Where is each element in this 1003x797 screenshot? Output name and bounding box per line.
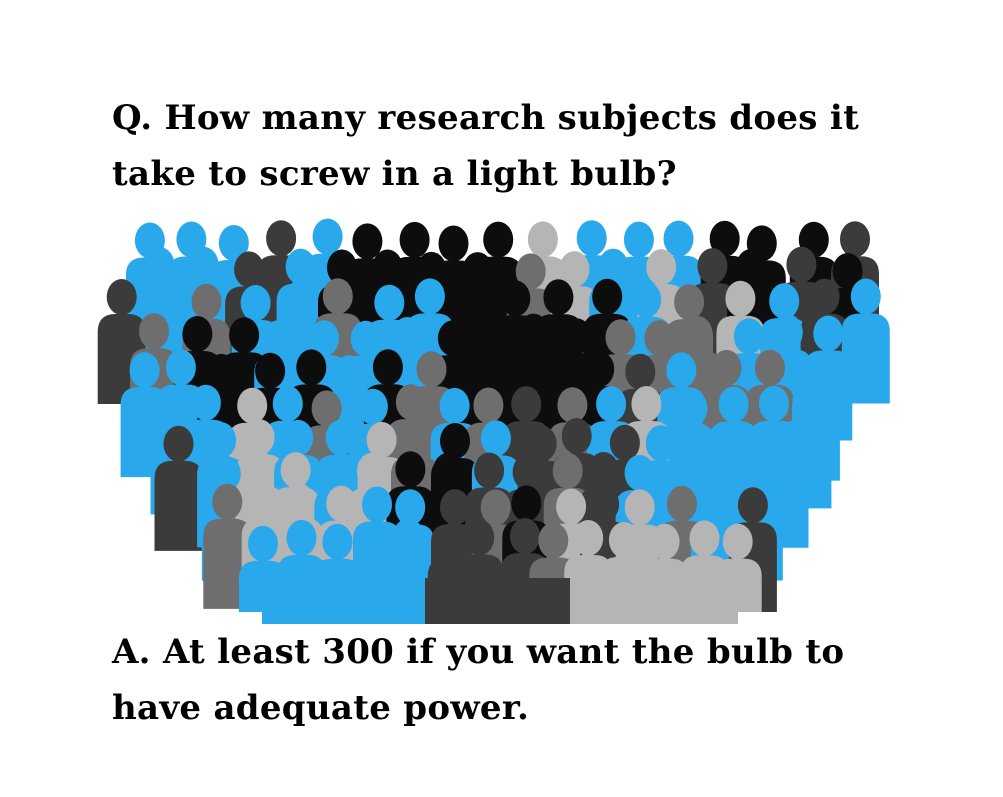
crowd-front-row (570, 578, 738, 624)
crowd-front-row (425, 578, 570, 624)
person-silhouette (841, 278, 890, 404)
person-silhouette (154, 425, 203, 551)
crowd-front-row (262, 578, 425, 624)
question-text: Q. How many research subjects does it ta… (112, 98, 860, 194)
answer-text: A. At least 300 if you want the bulb to … (112, 632, 845, 728)
